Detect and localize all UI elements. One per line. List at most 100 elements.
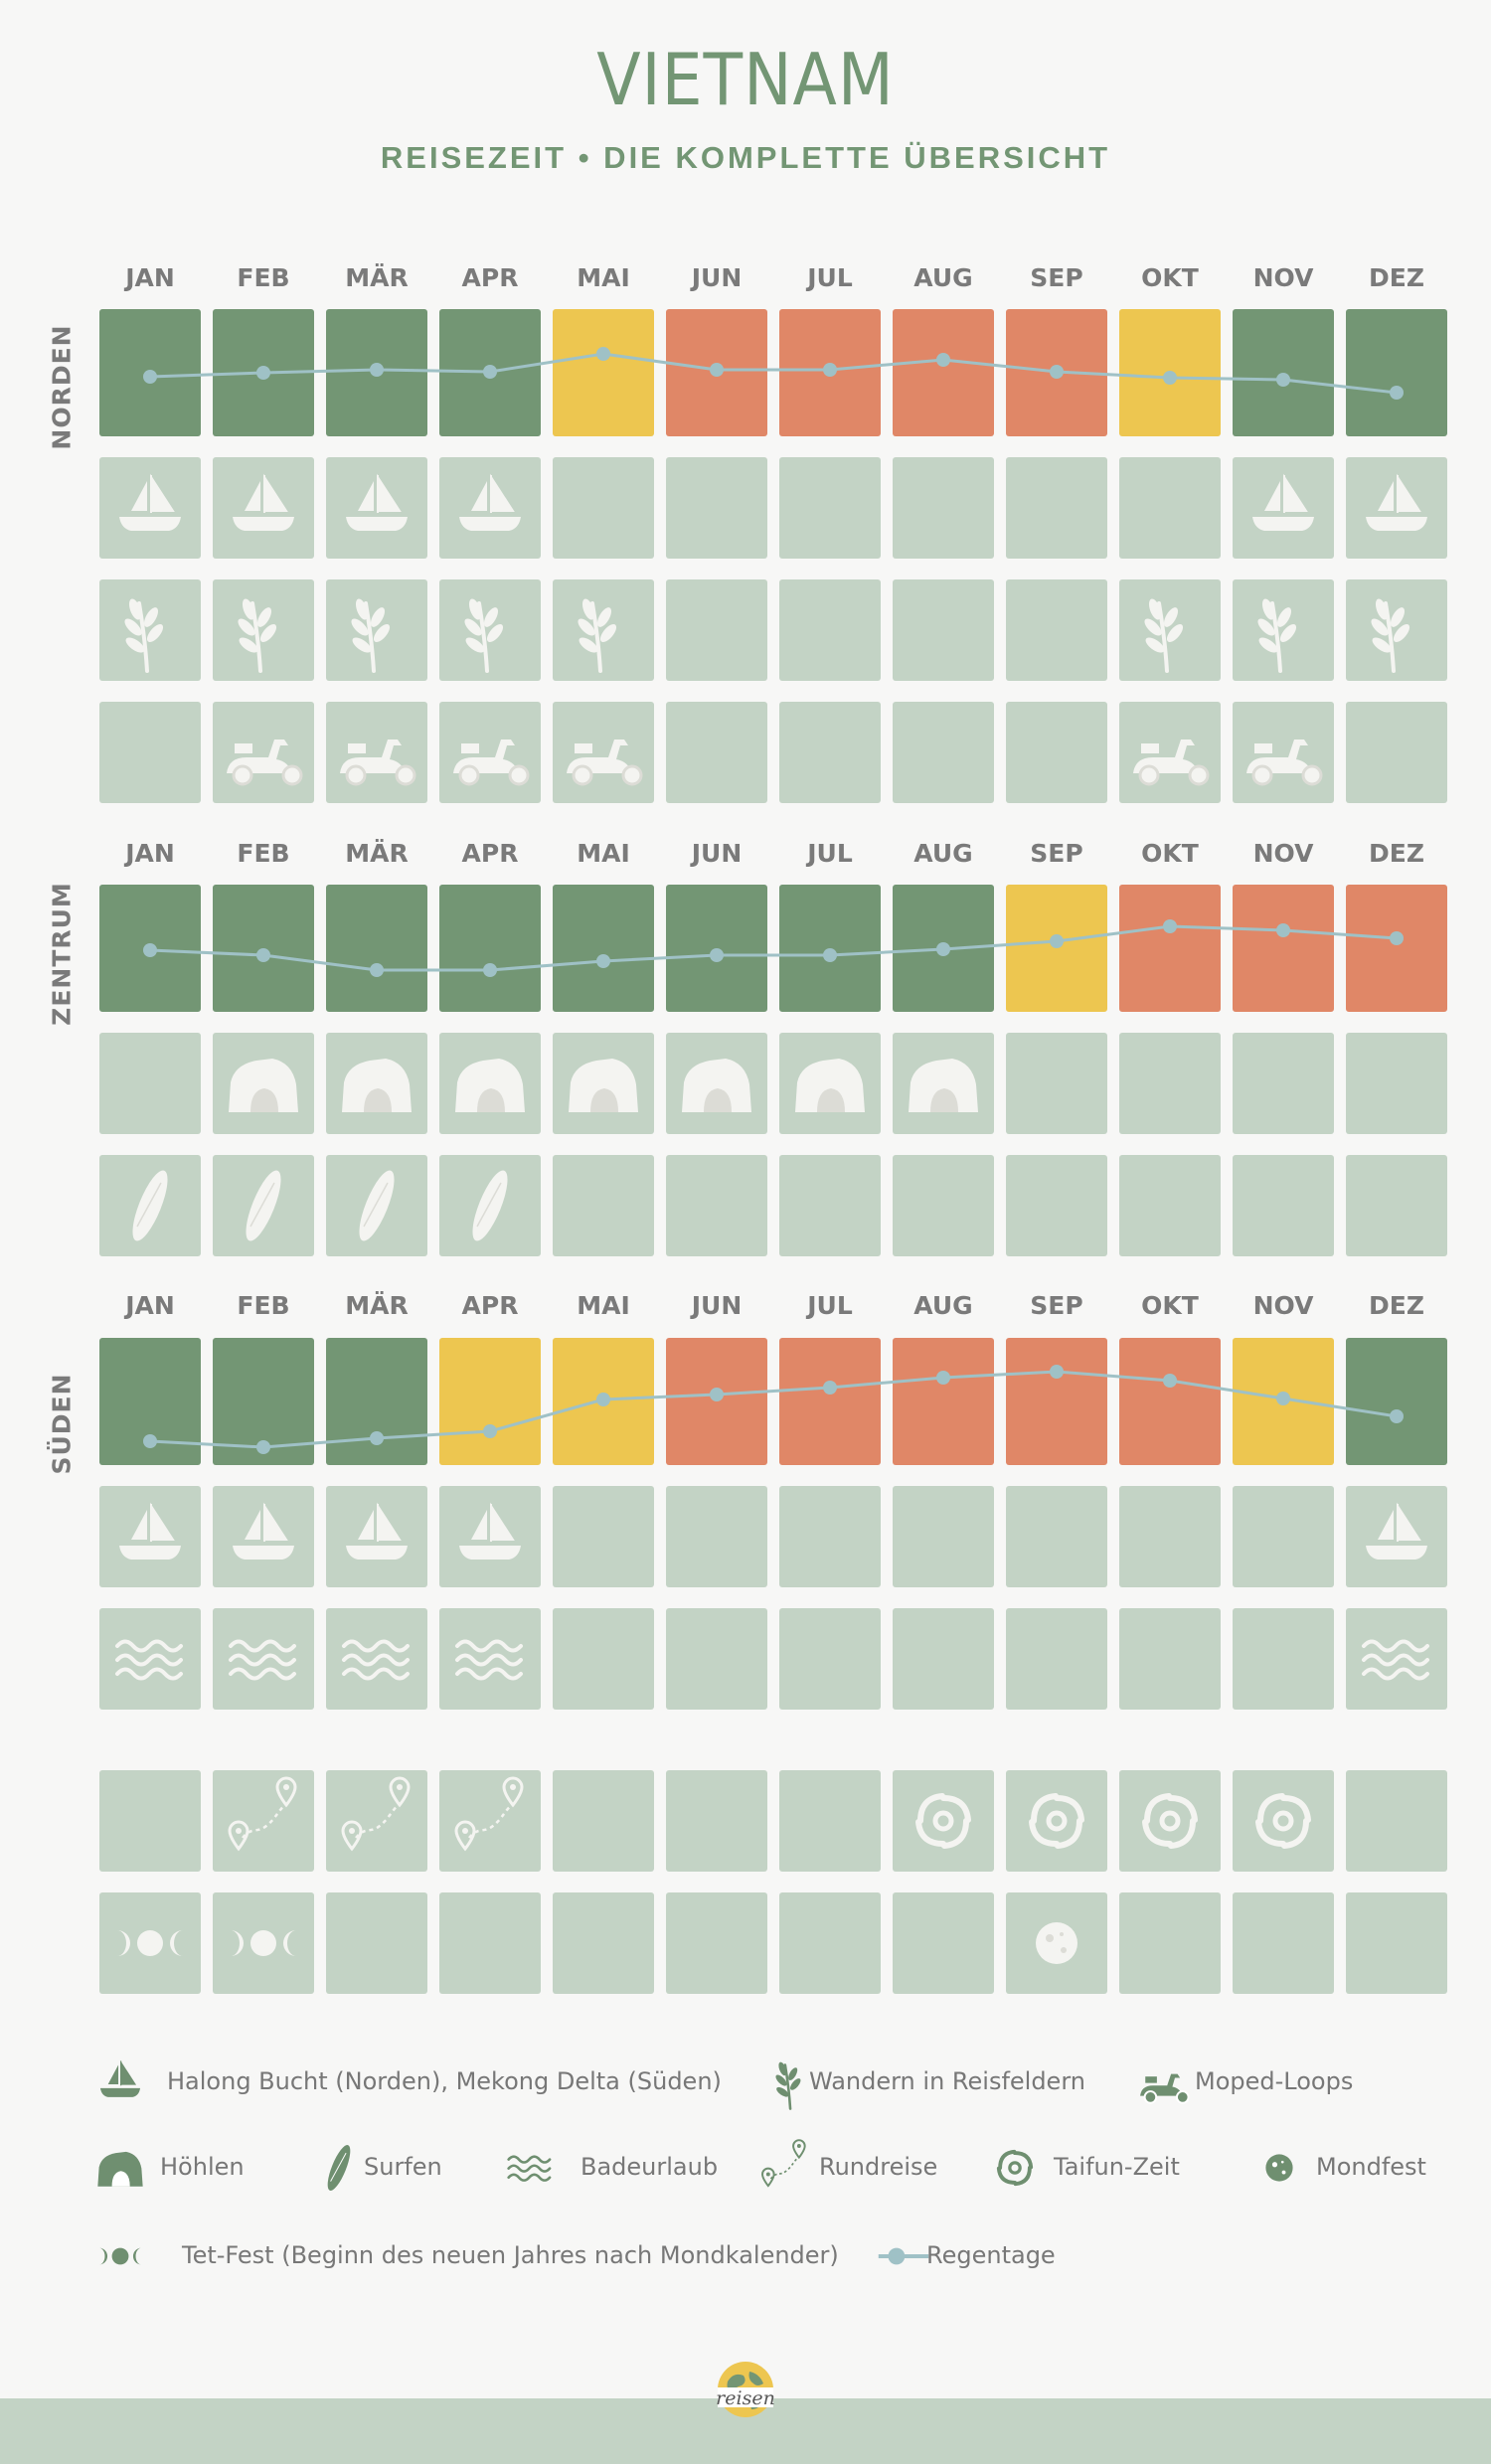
empty-cell (1119, 457, 1221, 559)
rice-plant-icon (1257, 598, 1297, 673)
surfboard-icon (327, 2145, 351, 2191)
empty-cell (893, 1608, 994, 1710)
month-label: JAN (125, 263, 175, 292)
month-label: JUL (807, 1291, 853, 1320)
legend-icon (497, 2135, 563, 2201)
month-label: FEB (237, 263, 290, 292)
climate-cell (326, 309, 427, 436)
rice-plant-icon (464, 598, 504, 673)
climate-cell (1006, 309, 1107, 436)
waves-icon (342, 1639, 410, 1681)
globe-logo-icon (718, 2362, 773, 2417)
climate-cell (553, 1338, 654, 1465)
climate-cell (1233, 309, 1334, 436)
waves-icon (507, 2155, 552, 2182)
month-label: OKT (1141, 1291, 1199, 1320)
empty-cell (553, 1155, 654, 1256)
empty-cell (666, 1770, 767, 1872)
boat-cell (213, 457, 314, 559)
boat-cell (99, 1486, 201, 1587)
surfboard-cell (326, 1155, 427, 1256)
moped-cell (213, 702, 314, 803)
month-label: MÄR (345, 1291, 409, 1320)
empty-cell (893, 702, 994, 803)
empty-cell (1346, 1770, 1447, 1872)
climate-cell (779, 1338, 881, 1465)
climate-cell (1233, 1338, 1334, 1465)
legend-icon (87, 2050, 153, 2115)
cave-icon (229, 1059, 298, 1112)
month-label: APR (461, 1291, 519, 1320)
legend-icon (871, 2223, 936, 2289)
climate-cell (326, 1338, 427, 1465)
moped-icon (227, 739, 303, 786)
month-label: AUG (913, 839, 973, 868)
month-label: MAI (577, 263, 630, 292)
boat-icon (346, 1502, 408, 1560)
climate-cell (1119, 309, 1221, 436)
boat-icon (1366, 1502, 1427, 1560)
climate-cell (893, 885, 994, 1012)
moped-icon (1133, 739, 1210, 786)
legend-label: Tet-Fest (Beginn des neuen Jahres nach M… (182, 2241, 839, 2269)
empty-cell (1006, 1155, 1107, 1256)
empty-cell (779, 1770, 881, 1872)
empty-cell (1233, 1486, 1334, 1587)
climate-cell (553, 309, 654, 436)
empty-cell (893, 579, 994, 681)
waves-cell (99, 1608, 201, 1710)
boat-icon (119, 473, 181, 531)
region-label: ZENTRUM (47, 882, 77, 1026)
rice-plant-icon (124, 598, 164, 673)
empty-cell (666, 1155, 767, 1256)
surfboard-cell (439, 1155, 541, 1256)
rice-plant-cell (1233, 579, 1334, 681)
empty-cell (553, 1486, 654, 1587)
moped-icon (567, 739, 643, 786)
cave-icon (569, 1059, 638, 1112)
climate-cell (1006, 1338, 1107, 1465)
month-label: FEB (237, 1291, 290, 1320)
waves-icon (455, 1639, 523, 1681)
legend-label: Regentage (926, 2241, 1056, 2269)
legend-label: Taifun-Zeit (1054, 2153, 1180, 2181)
empty-cell (666, 1608, 767, 1710)
boat-cell (213, 1486, 314, 1587)
cave-cell (893, 1033, 994, 1134)
empty-cell (553, 457, 654, 559)
surfboard-icon (359, 1170, 395, 1241)
month-label: APR (461, 263, 519, 292)
cave-icon (795, 1059, 865, 1112)
boat-icon (119, 1502, 181, 1560)
route-cell (326, 1770, 427, 1872)
cave-cell (666, 1033, 767, 1134)
legend-icon (982, 2135, 1048, 2201)
legend-icon (87, 2135, 153, 2201)
empty-cell (666, 579, 767, 681)
typhoon-cell (1006, 1770, 1107, 1872)
climate-cell (666, 1338, 767, 1465)
rice-plant-cell (326, 579, 427, 681)
climate-cell (666, 309, 767, 436)
boat-cell (326, 1486, 427, 1587)
empty-cell (1119, 1608, 1221, 1710)
climate-cell (1006, 885, 1107, 1012)
empty-cell (1346, 1033, 1447, 1134)
climate-cell (893, 1338, 994, 1465)
boat-cell (439, 1486, 541, 1587)
surfboard-icon (472, 1170, 508, 1241)
month-label: JUN (691, 1291, 743, 1320)
surfboard-icon (132, 1170, 168, 1241)
route-icon (761, 2139, 806, 2188)
rice-plant-icon (775, 2061, 801, 2110)
month-label: MAI (577, 1291, 630, 1320)
climate-cell (99, 1338, 201, 1465)
climate-cell (1346, 1338, 1447, 1465)
month-label: JAN (125, 839, 175, 868)
climate-cell (1119, 885, 1221, 1012)
cave-icon (97, 2151, 143, 2187)
month-label: JUN (691, 263, 743, 292)
typhoon-icon (1142, 1793, 1198, 1849)
empty-cell (1006, 702, 1107, 803)
